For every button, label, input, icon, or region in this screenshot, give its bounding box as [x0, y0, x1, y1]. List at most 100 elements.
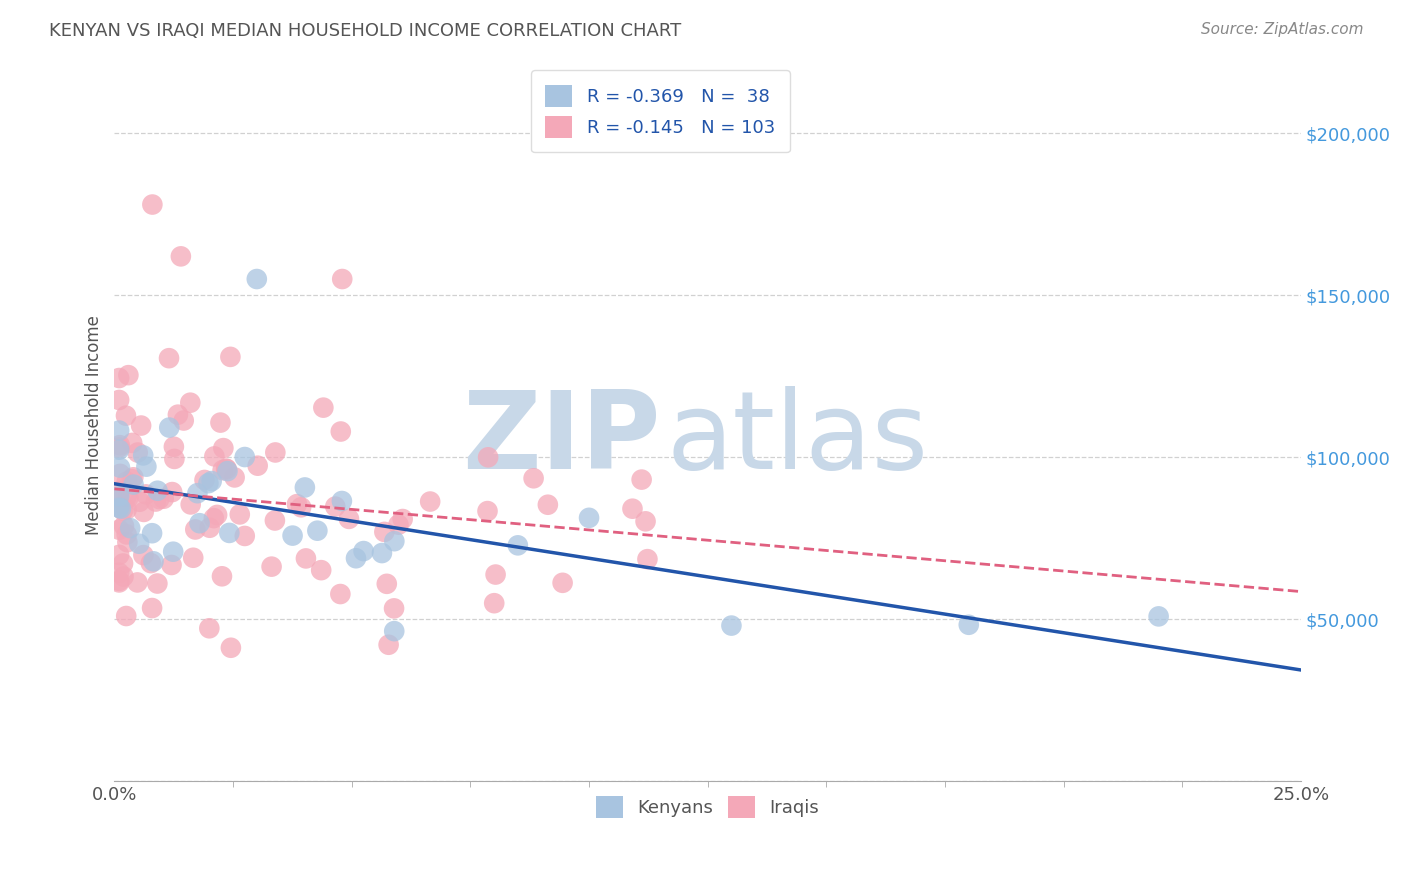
Point	[578, 511, 600, 525]
Legend: Kenyans, Iraqis: Kenyans, Iraqis	[589, 789, 827, 825]
Point	[108, 523, 131, 537]
Point	[121, 436, 143, 450]
Point	[181, 550, 204, 565]
Point	[188, 516, 211, 531]
Point	[112, 569, 135, 583]
Point	[115, 609, 138, 624]
Point	[122, 470, 145, 484]
Point	[484, 596, 506, 610]
Point	[260, 559, 283, 574]
Point	[382, 534, 405, 549]
Point	[179, 395, 201, 409]
Point	[108, 392, 131, 407]
Point	[218, 525, 240, 540]
Point	[1147, 609, 1170, 624]
Point	[523, 471, 546, 485]
Point	[264, 445, 287, 459]
Point	[198, 621, 221, 635]
Point	[108, 566, 131, 580]
Point	[224, 470, 246, 484]
Point	[186, 486, 208, 500]
Point	[375, 577, 398, 591]
Point	[337, 512, 360, 526]
Point	[537, 498, 560, 512]
Point	[115, 502, 138, 516]
Point	[202, 511, 225, 525]
Point	[112, 519, 135, 533]
Point	[139, 556, 162, 570]
Point	[307, 524, 329, 538]
Point	[233, 529, 256, 543]
Point	[148, 491, 170, 506]
Point	[146, 483, 169, 498]
Point	[197, 476, 219, 491]
Point	[128, 537, 150, 551]
Point	[477, 504, 499, 518]
Point	[141, 197, 163, 211]
Point	[146, 576, 169, 591]
Point	[108, 484, 131, 499]
Point	[115, 475, 138, 489]
Point	[108, 574, 131, 588]
Point	[117, 368, 139, 383]
Point	[157, 420, 180, 434]
Point	[132, 548, 155, 562]
Point	[330, 494, 353, 508]
Point	[170, 249, 193, 263]
Point	[127, 575, 149, 590]
Point	[323, 500, 346, 514]
Point	[309, 563, 332, 577]
Point	[160, 558, 183, 572]
Point	[108, 467, 131, 481]
Point	[246, 458, 269, 473]
Point	[108, 442, 131, 457]
Point	[312, 401, 335, 415]
Point	[193, 473, 215, 487]
Point	[630, 473, 652, 487]
Point	[112, 557, 135, 571]
Point	[215, 461, 238, 475]
Y-axis label: Median Household Income: Median Household Income	[86, 315, 103, 534]
Point	[391, 512, 413, 526]
Point	[117, 535, 139, 549]
Point	[621, 501, 644, 516]
Point	[205, 508, 228, 522]
Text: Source: ZipAtlas.com: Source: ZipAtlas.com	[1201, 22, 1364, 37]
Point	[108, 371, 131, 385]
Point	[219, 640, 242, 655]
Point	[209, 416, 232, 430]
Point	[142, 554, 165, 568]
Point	[128, 495, 150, 509]
Point	[212, 441, 235, 455]
Point	[121, 472, 143, 486]
Point	[129, 418, 152, 433]
Point	[329, 425, 352, 439]
Point	[634, 514, 657, 528]
Point	[115, 527, 138, 541]
Point	[180, 498, 202, 512]
Point	[108, 441, 131, 455]
Point	[108, 575, 131, 590]
Point	[353, 544, 375, 558]
Point	[201, 474, 224, 488]
Point	[419, 494, 441, 508]
Point	[115, 490, 138, 504]
Point	[163, 451, 186, 466]
Text: ZIP: ZIP	[461, 386, 661, 492]
Point	[477, 450, 499, 465]
Point	[141, 526, 163, 541]
Point	[211, 569, 233, 583]
Point	[162, 545, 184, 559]
Point	[122, 477, 145, 491]
Point	[132, 449, 155, 463]
Point	[215, 462, 238, 476]
Point	[110, 501, 132, 516]
Point	[108, 491, 131, 505]
Point	[108, 438, 131, 452]
Point	[160, 485, 183, 500]
Point	[135, 487, 157, 501]
Point	[233, 450, 256, 464]
Point	[152, 491, 174, 506]
Point	[132, 505, 155, 519]
Point	[198, 521, 221, 535]
